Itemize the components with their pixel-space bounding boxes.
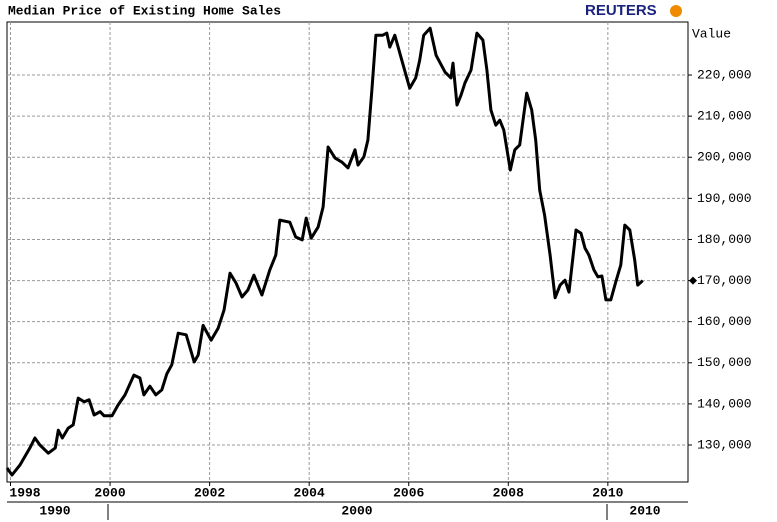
y-tick-label: 220,000 <box>697 67 752 82</box>
x-tick-label: 2004 <box>294 485 325 500</box>
x-tick-label: 2000 <box>94 485 125 500</box>
y-tick-label: 180,000 <box>697 232 752 247</box>
x-tick-label: 2006 <box>393 485 424 500</box>
y-tick-label: 140,000 <box>697 396 752 411</box>
y-axis-label: Value <box>692 26 731 41</box>
x-tick-label: 2008 <box>493 485 524 500</box>
y-tick-label: 170,000 <box>697 273 752 288</box>
logo-dot <box>670 5 682 17</box>
chart-title: Median Price of Existing Home Sales <box>8 3 281 18</box>
y-tick-label: 210,000 <box>697 109 752 124</box>
y-tick-label: 130,000 <box>697 437 752 452</box>
line-series <box>5 26 644 477</box>
y-tick-label: 200,000 <box>697 150 752 165</box>
decade-label: 2000 <box>341 503 372 518</box>
y-tick-label: 160,000 <box>697 314 752 329</box>
decade-label: 1990 <box>39 503 70 518</box>
x-tick-label: 1998 <box>9 485 40 500</box>
last-value-marker <box>689 276 697 285</box>
y-tick-label: 190,000 <box>697 191 752 206</box>
y-tick-label: 150,000 <box>697 355 752 370</box>
source-logo: REUTERS <box>585 2 657 19</box>
x-tick-label: 2002 <box>194 485 225 500</box>
decade-label: 2010 <box>629 503 660 518</box>
x-tick-label: 2010 <box>592 485 623 500</box>
